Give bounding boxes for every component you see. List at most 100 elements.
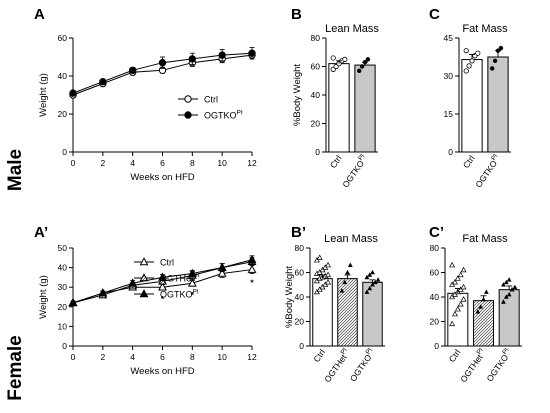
x-tick-label: 12 [247, 158, 257, 168]
legend-label-text: Ctrl [160, 258, 174, 268]
bar [354, 64, 376, 153]
category-label-superscript: PI [365, 347, 374, 356]
category-label: OGTHetPI [457, 347, 488, 384]
legend-label: Ctrl [204, 95, 218, 105]
x-tick-label: 6 [160, 158, 165, 168]
x-tick-label: 2 [100, 352, 105, 362]
panel-title: Fat Mass [462, 233, 508, 245]
x-axis-label: Weeks on HFD [130, 172, 194, 183]
y-tick-label: 50 [58, 243, 68, 253]
data-point [187, 268, 197, 277]
legend-marker [184, 111, 192, 119]
y-tick-label: 15 [444, 109, 454, 119]
significance-star: * [250, 277, 254, 287]
category-label-text: Ctrl [461, 153, 477, 170]
bar-group-ogtko [362, 269, 383, 347]
y-tick-label: 20 [430, 317, 440, 327]
x-tick-label: 12 [247, 352, 257, 362]
legend-label-text: OGTKO [204, 111, 237, 121]
legend-marker [139, 289, 149, 298]
legend-label: Ctrl [160, 258, 174, 268]
y-tick-label: 0 [434, 341, 439, 351]
bar-group-ctrl [447, 261, 469, 347]
data-point [99, 78, 107, 86]
y-axis-label: %Body Weight [284, 266, 295, 328]
legend-label-superscript: PI [237, 110, 243, 117]
data-point [449, 320, 456, 327]
data-point [478, 304, 484, 309]
data-point [158, 272, 167, 281]
panel-title: Lean Mass [325, 23, 379, 35]
bar [328, 63, 350, 153]
data-point [498, 45, 504, 51]
panel-3: A’ 0 10 20 30 40 50 Weight (g) 0 2 4 6 8 10 12 Weeks on… [34, 224, 257, 377]
x-tick-label: 0 [71, 352, 76, 362]
data-point [367, 285, 373, 291]
y-tick-label: 45 [444, 33, 454, 43]
data-point [503, 294, 509, 299]
panel-1: B 0 20 40 60 80 %Body Weight Lean Mass CtrlOGTKO… [291, 6, 379, 189]
y-tick-label: 60 [58, 33, 68, 43]
panel-4: B’ 0 20 40 60 80 %Body Weight Lean Mass CtrlOGTH… [284, 224, 385, 384]
legend-label-superscript: PI [193, 289, 199, 296]
x-tick-label: 6 [160, 352, 165, 362]
series-ogtko [69, 47, 256, 97]
panel-title: Fat Mass [462, 23, 508, 35]
data-point [187, 278, 197, 287]
category-label-superscript: PI [490, 153, 499, 162]
legend-label-text: OGTHet [160, 274, 194, 284]
bar-group-ctrl [312, 254, 333, 347]
category-label-text: Ctrl [311, 347, 327, 364]
category-label: OGTKOPI [347, 347, 377, 384]
category-label-text: OGTKO [348, 352, 374, 383]
category-label: OGTKOPI [472, 153, 502, 190]
bar-group-ogtko [498, 277, 520, 347]
data-point [451, 310, 458, 317]
bar-group-ogthet [337, 262, 358, 347]
data-point [501, 299, 506, 304]
data-point [325, 271, 332, 278]
data-point [483, 289, 489, 294]
data-point [158, 59, 167, 67]
panel-letter: A [34, 6, 45, 23]
data-point [325, 278, 332, 285]
y-tick-label: 0 [315, 147, 320, 157]
legend-label: OGTKOPI [204, 110, 243, 121]
data-point [475, 309, 481, 314]
bar [498, 289, 520, 347]
category-label: Ctrl [447, 347, 463, 364]
data-point [158, 276, 167, 285]
data-point [454, 305, 461, 312]
data-point [466, 63, 472, 69]
y-tick-label: 80 [311, 33, 321, 43]
data-point [460, 283, 467, 290]
legend-label-superscript: PI [194, 273, 200, 280]
bar-group-ogtko [487, 45, 509, 153]
bar-group-ogtko [354, 57, 376, 153]
category-label-text: OGTHet [322, 352, 349, 384]
y-tick-label: 30 [444, 71, 454, 81]
data-point [503, 279, 509, 285]
data-point [367, 272, 373, 277]
x-tick-label: 8 [190, 158, 195, 168]
data-point [506, 277, 512, 282]
data-point [364, 274, 370, 280]
y-tick-label: 0 [62, 341, 67, 351]
y-tick-label: 80 [295, 243, 305, 253]
data-point [370, 282, 375, 287]
x-tick-label: 8 [190, 352, 195, 362]
x-tick-label: 10 [217, 158, 227, 168]
bar [461, 59, 483, 153]
data-point [490, 66, 495, 71]
data-point [248, 49, 256, 57]
y-tick-label: 20 [58, 109, 68, 119]
row-label-female: Female [5, 335, 26, 400]
data-point [325, 261, 332, 268]
data-point [460, 266, 467, 273]
category-label-superscript: PI [501, 347, 510, 356]
data-point [357, 68, 362, 73]
